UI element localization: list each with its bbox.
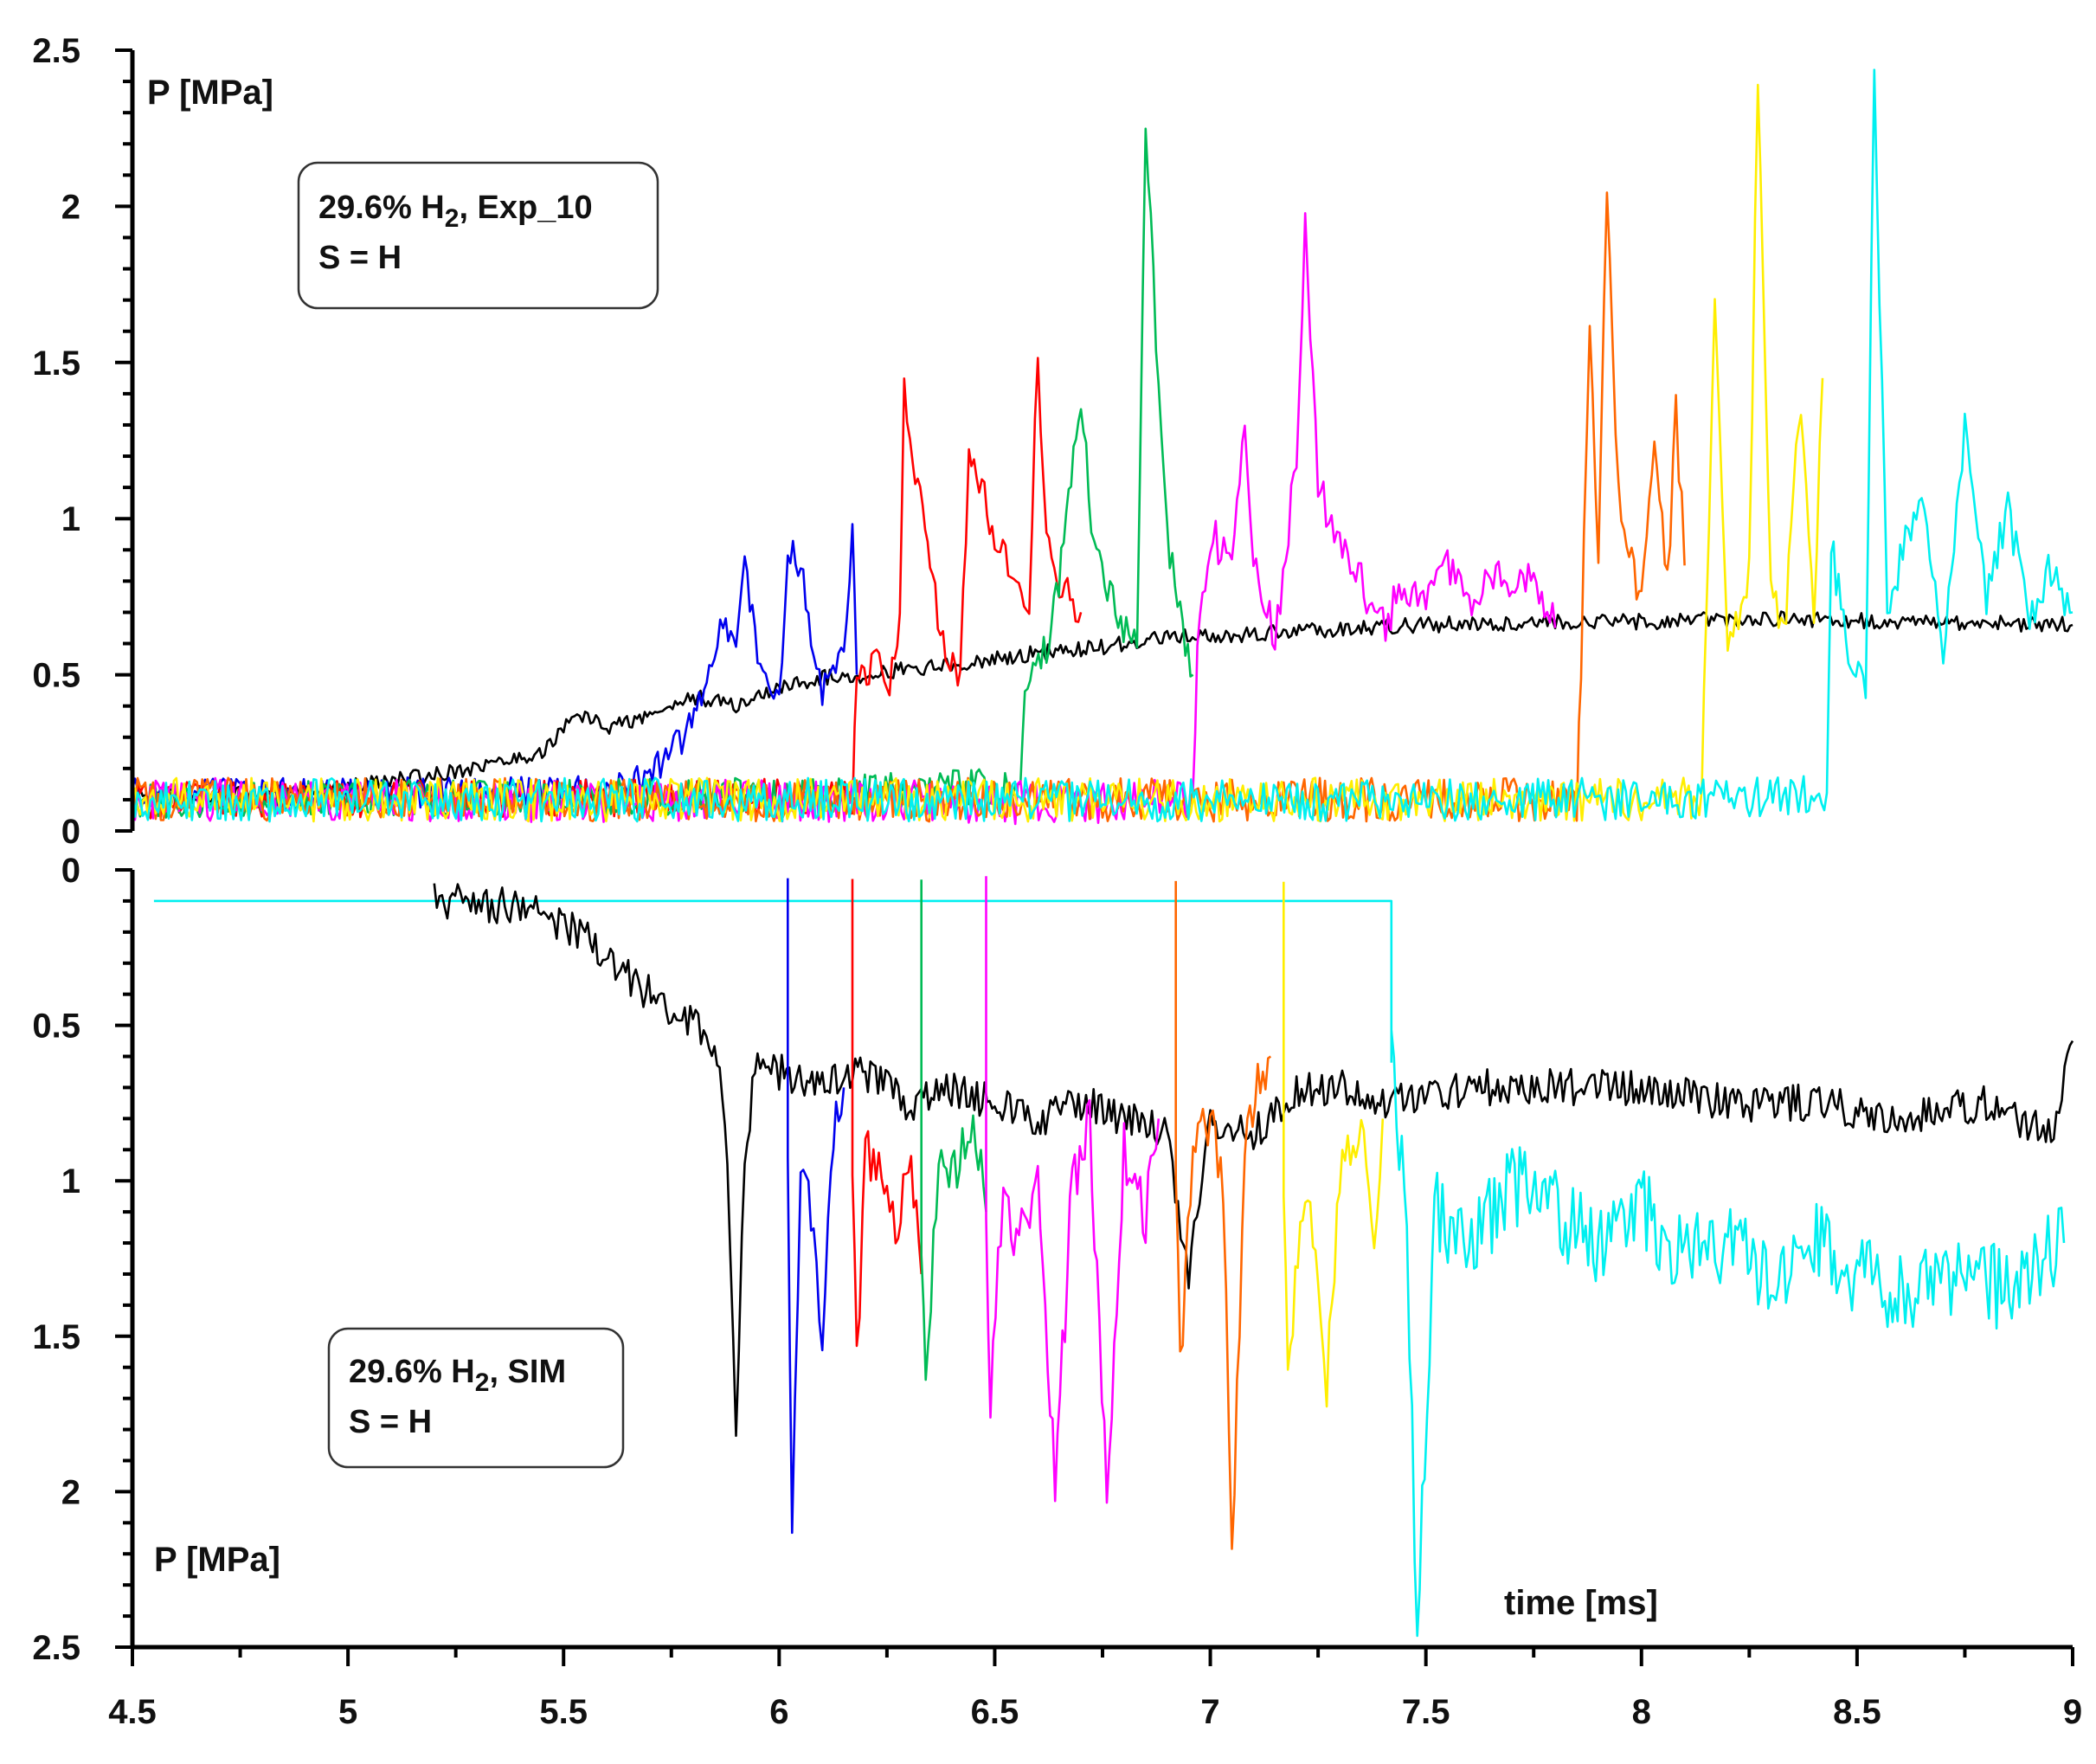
bottom-series-red — [851, 879, 923, 1348]
top-y-tick-label: 2.5 — [32, 32, 80, 70]
bottom-y-tick-label: 2.5 — [32, 1629, 80, 1667]
bottom-series-orange — [1174, 880, 1272, 1550]
bottom-panel: 0 0.5 1 1.5 2 2.5 4.5 5 5.5 6 6.5 7 7.5 8 8.5 9 P [MPa… — [32, 852, 2082, 1731]
bottom-series-group — [153, 876, 2074, 1638]
top-legend: 29.6% H2, Exp_10 S = H — [297, 161, 659, 310]
bottom-y-axis-title: P [MPa] — [154, 1541, 280, 1579]
top-y-tick-label: 1.5 — [32, 344, 80, 383]
bottom-y-ticks: 0 0.5 1 1.5 2 2.5 — [32, 852, 132, 1667]
bottom-y-tick-label: 0.5 — [32, 1008, 80, 1046]
top-series-black — [132, 610, 2073, 804]
x-tick-label: 5.5 — [539, 1693, 588, 1731]
bottom-legend-line2: S = H — [349, 1404, 432, 1440]
x-tick-label: 7 — [1200, 1693, 1219, 1731]
top-series-yellow — [132, 83, 1824, 823]
top-panel: 00.511.522.5 P [MPa] 29.6% H2, Exp_10 S … — [32, 32, 2073, 851]
x-tick-label: 6 — [769, 1693, 788, 1731]
bottom-legend-prefix: 29.6% H — [349, 1354, 475, 1390]
top-legend-line1: 29.6% H2, Exp_10 — [318, 190, 593, 233]
bottom-series-yellow — [1283, 881, 1385, 1408]
bottom-legend-suffix: , SIM — [489, 1354, 566, 1390]
x-tick-label: 7.5 — [1402, 1693, 1450, 1731]
top-legend-subscript: 2 — [445, 204, 460, 233]
bottom-x-ticks: 4.5 5 5.5 6 6.5 7 7.5 8 8.5 9 — [108, 1647, 2082, 1731]
x-tick-label: 8 — [1632, 1693, 1651, 1731]
top-y-ticks: 0 0.5 1 1.5 2 2.5 — [32, 32, 132, 851]
bottom-x-axis-title: time [ms] — [1504, 1584, 1658, 1622]
top-series-cyan — [131, 68, 2073, 823]
top-series-red — [131, 357, 1083, 820]
top-series-group — [131, 68, 2073, 826]
bottom-legend: 29.6% H2, SIM S = H — [327, 1327, 625, 1469]
bottom-y-tick-label: 2 — [61, 1473, 80, 1511]
top-legend-prefix: 29.6% H — [318, 190, 445, 226]
top-y-tick-label: 1 — [61, 500, 80, 538]
bottom-y-tick-label: 0 — [61, 852, 80, 890]
bottom-series-cyan — [1390, 1030, 2066, 1638]
bottom-series-magenta — [985, 876, 1161, 1504]
top-legend-line2: S = H — [318, 240, 402, 276]
x-tick-label: 6.5 — [971, 1693, 1019, 1731]
bottom-y-tick-label: 1.5 — [32, 1318, 80, 1356]
bottom-series-blue — [787, 878, 845, 1535]
x-tick-label: 9 — [2063, 1693, 2082, 1731]
top-y-tick-label: 0.5 — [32, 657, 80, 695]
top-series-blue — [131, 523, 858, 810]
bottom-legend-box — [327, 1327, 625, 1469]
top-y-axis-title: P [MPa] — [147, 74, 273, 112]
top-legend-suffix: , Exp_10 — [459, 190, 592, 226]
x-tick-label: 5 — [338, 1693, 357, 1731]
bottom-series-cyan-baseline — [153, 899, 1393, 1063]
x-tick-label: 4.5 — [108, 1693, 157, 1731]
bottom-legend-subscript: 2 — [475, 1368, 490, 1397]
top-legend-box — [297, 161, 659, 310]
top-y-tick-label: 2 — [61, 188, 80, 226]
bottom-series-green — [920, 879, 987, 1381]
bottom-y-tick-label: 1 — [61, 1162, 80, 1201]
bottom-legend-line1: 29.6% H2, SIM — [349, 1354, 566, 1397]
top-y-tick-label: 0 — [61, 813, 80, 851]
x-tick-label: 8.5 — [1833, 1693, 1881, 1731]
bottom-series-black — [433, 883, 2074, 1438]
